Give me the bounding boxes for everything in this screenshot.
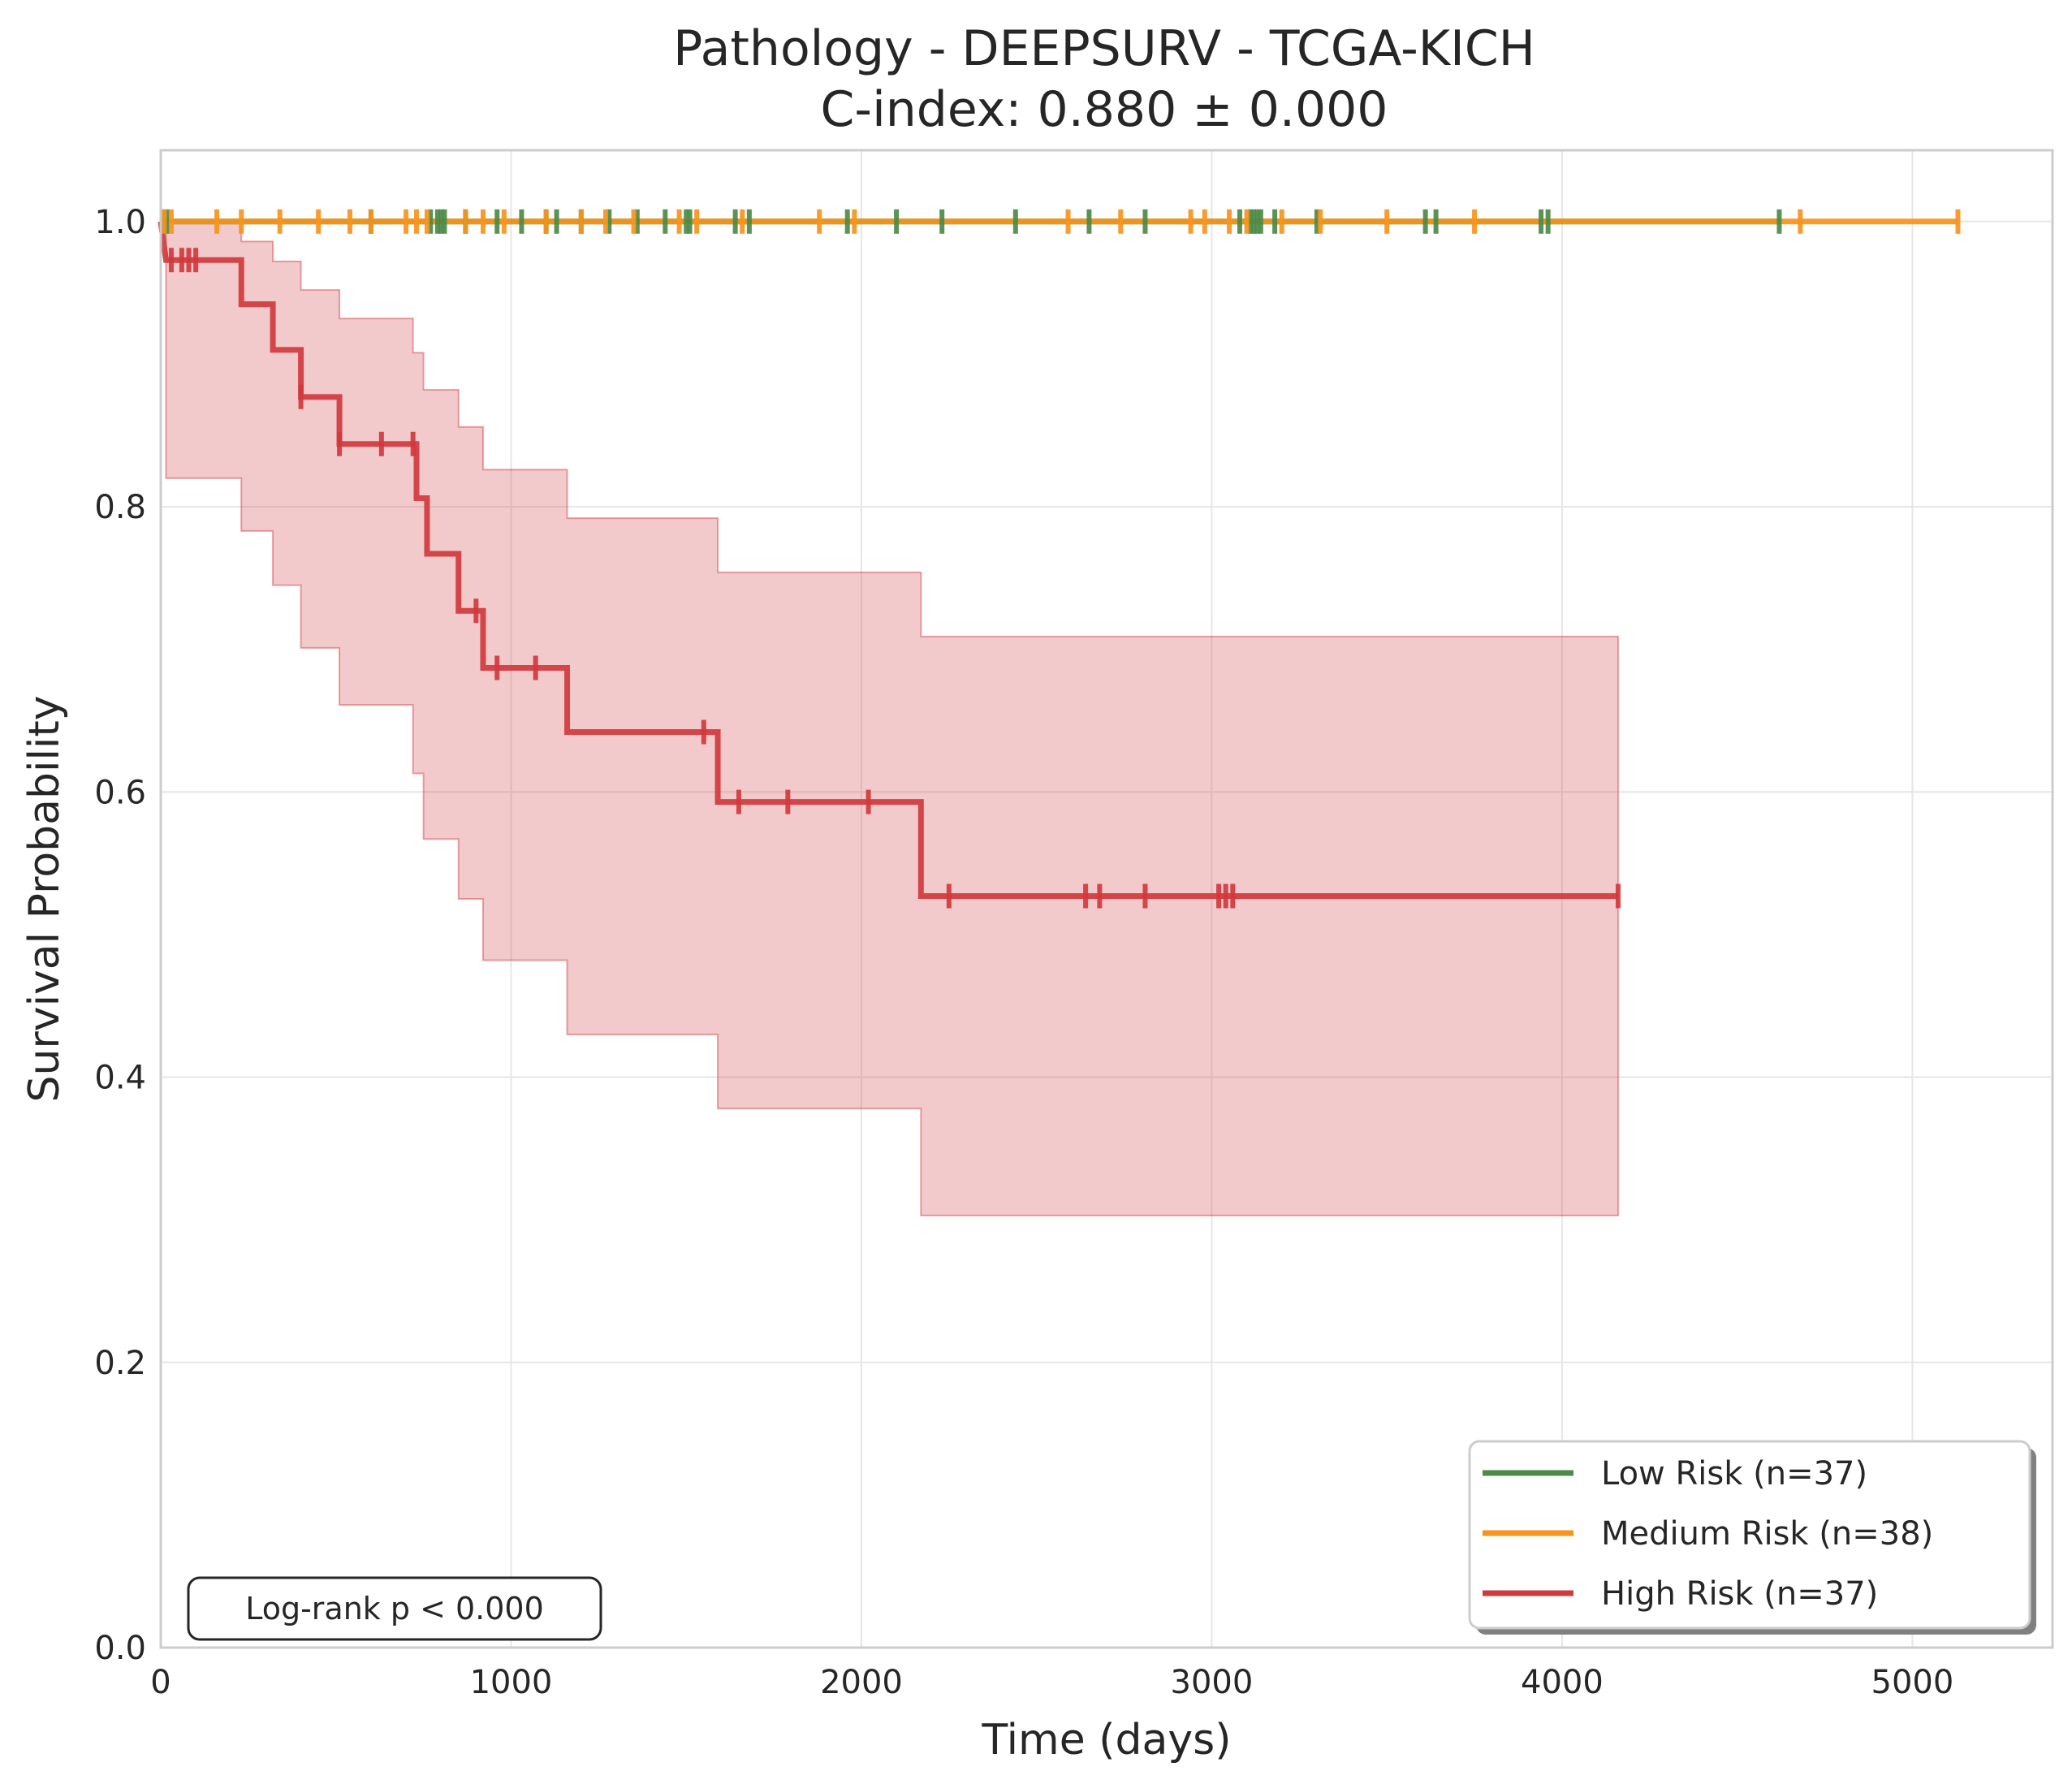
y-tick-label: 1.0 bbox=[94, 204, 146, 241]
legend-box bbox=[1468, 1440, 2031, 1630]
x-tick-label: 1000 bbox=[470, 1664, 553, 1701]
x-tick-label: 3000 bbox=[1171, 1664, 1254, 1701]
ci-band-high-risk bbox=[165, 220, 1619, 1216]
y-tick-label: 0.2 bbox=[94, 1345, 146, 1382]
annotation-text: Log-rank p < 0.000 bbox=[245, 1591, 544, 1626]
confidence-bands bbox=[165, 220, 1619, 1216]
x-axis-ticks: 0 1000 2000 3000 4000 5000 bbox=[150, 1664, 1953, 1701]
y-tick-label: 0.4 bbox=[94, 1060, 146, 1097]
x-tick-label: 2000 bbox=[820, 1664, 903, 1701]
plot-frame bbox=[159, 149, 2054, 1649]
censor-marks bbox=[160, 209, 1961, 909]
y-tick-label: 0.8 bbox=[94, 489, 146, 526]
x-tick-label: 0 bbox=[150, 1664, 171, 1701]
x-tick-label: 4000 bbox=[1521, 1664, 1604, 1701]
legend-label-low-risk: Low Risk (n=37) bbox=[1601, 1455, 1867, 1492]
chart-title: Pathology - DEEPSURV - TCGA-KICH bbox=[673, 20, 1535, 77]
legend-label-medium-risk: Medium Risk (n=38) bbox=[1601, 1515, 1933, 1553]
legend: Low Risk (n=37) Medium Risk (n=38) High … bbox=[1468, 1440, 2036, 1635]
legend-label-high-risk: High Risk (n=37) bbox=[1601, 1575, 1878, 1613]
x-tick-label: 5000 bbox=[1871, 1664, 1954, 1701]
annotation-box bbox=[187, 1576, 602, 1641]
y-tick-label: 0.0 bbox=[94, 1630, 146, 1667]
y-tick-label: 0.6 bbox=[94, 774, 146, 811]
x-axis-label: Time (days) bbox=[981, 1716, 1231, 1765]
curve-high-risk bbox=[158, 221, 1618, 899]
chart-subtitle: C-index: 0.880 ± 0.000 bbox=[821, 81, 1388, 138]
plot-area bbox=[161, 150, 2053, 1648]
log-rank-annotation: Log-rank p < 0.000 bbox=[187, 1576, 602, 1641]
y-axis-label: Survival Probability bbox=[20, 695, 69, 1102]
grid-lines bbox=[160, 150, 2053, 1648]
y-axis-ticks: 0.0 0.2 0.4 0.6 0.8 1.0 bbox=[94, 204, 146, 1667]
